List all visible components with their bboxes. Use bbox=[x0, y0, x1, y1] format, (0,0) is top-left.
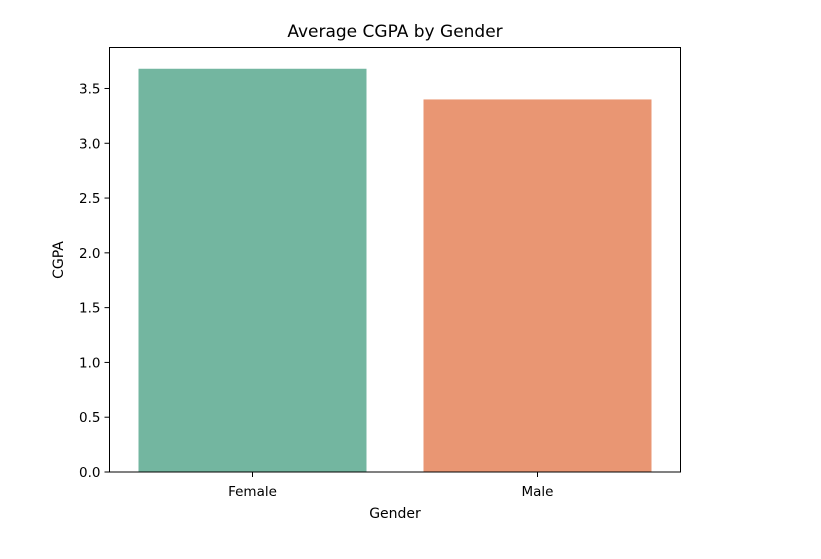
y-tick-label: 3.5 bbox=[79, 81, 100, 97]
x-axis-label: Gender bbox=[369, 506, 421, 522]
y-tick-label: 2.0 bbox=[79, 246, 100, 262]
bar-female bbox=[138, 68, 367, 472]
bar-male bbox=[423, 99, 652, 473]
y-axis-label: CGPA bbox=[51, 241, 67, 279]
y-tick-label: 0.5 bbox=[79, 410, 100, 426]
x-tick-label-male: Male bbox=[522, 484, 554, 500]
y-tick-label: 1.0 bbox=[79, 355, 100, 371]
y-axis-ticks: 0.0 0.5 1.0 1.5 2.0 2.5 3.0 3.5 bbox=[79, 81, 110, 481]
x-tick-label-female: Female bbox=[228, 484, 277, 500]
y-tick-label: 2.5 bbox=[79, 191, 100, 207]
y-tick-label: 0.0 bbox=[79, 465, 100, 481]
y-tick-label: 3.0 bbox=[79, 136, 100, 152]
x-axis-ticks: Female Male bbox=[228, 472, 553, 500]
y-tick-label: 1.5 bbox=[79, 301, 100, 317]
chart-title: Average CGPA by Gender bbox=[287, 22, 502, 42]
bars-layer bbox=[138, 68, 652, 473]
plot-frame bbox=[109, 47, 681, 473]
